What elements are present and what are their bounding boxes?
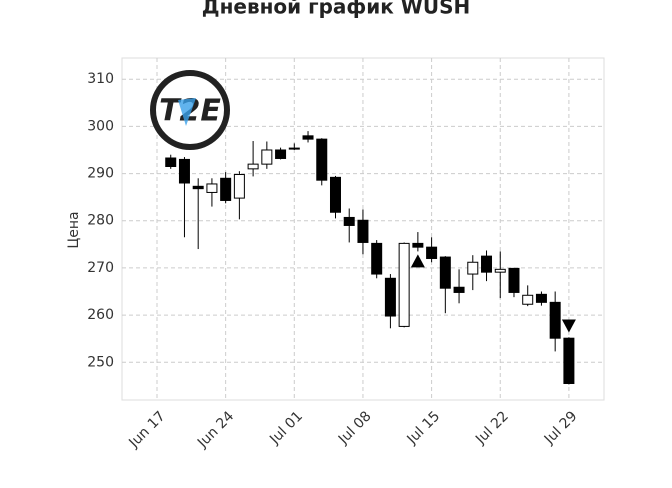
y-tick-label: 300 xyxy=(87,118,114,134)
candle-body xyxy=(439,256,451,289)
candle-body xyxy=(563,337,575,384)
y-tick-label: 280 xyxy=(87,213,114,229)
buy-marker xyxy=(410,254,425,268)
candle-body xyxy=(165,157,177,167)
x-tick-label: Jun 17 xyxy=(125,408,168,451)
y-tick-label: 260 xyxy=(87,307,114,323)
candle-body xyxy=(316,138,328,181)
x-tick-label: Jul 08 xyxy=(335,408,375,448)
y-tick-label: 250 xyxy=(87,354,114,370)
candle-body xyxy=(535,293,547,303)
candle-body xyxy=(467,261,479,275)
candle-body xyxy=(426,246,438,259)
candle-body xyxy=(357,219,369,243)
y-tick-label: 270 xyxy=(87,260,114,276)
x-tick-label: Jun 24 xyxy=(194,408,237,451)
candle-body xyxy=(261,149,273,165)
x-tick-label: Jul 01 xyxy=(266,408,306,448)
y-tick-label: 310 xyxy=(87,71,114,87)
candle-body xyxy=(302,135,314,140)
candle-body xyxy=(178,158,190,184)
candle-body xyxy=(412,242,424,248)
candle-body xyxy=(384,277,396,317)
candle-body xyxy=(247,163,259,170)
candle-body xyxy=(220,177,232,201)
candle-body xyxy=(453,286,465,293)
candle-body xyxy=(206,183,218,193)
candle-body xyxy=(522,294,534,305)
candle-body xyxy=(329,176,341,213)
x-tick-label: Jul 29 xyxy=(541,408,581,448)
logo: T2E xyxy=(150,70,230,150)
candle-body xyxy=(371,242,383,275)
candle-body xyxy=(508,267,520,293)
sell-marker xyxy=(561,319,576,333)
candle-body xyxy=(192,185,204,190)
candle-body xyxy=(288,147,300,150)
candle-body xyxy=(549,301,561,339)
candle-body xyxy=(494,268,506,273)
y-tick-label: 290 xyxy=(87,166,114,182)
y-axis-label: Цена xyxy=(66,211,82,248)
candle-body xyxy=(343,216,355,226)
x-tick-label: Jul 22 xyxy=(472,408,512,448)
chart-title: Дневной график WUSH xyxy=(202,0,471,19)
logo-accent xyxy=(178,98,196,126)
candle-body xyxy=(481,255,493,273)
candle-body xyxy=(275,149,287,159)
candle-body xyxy=(233,174,245,199)
x-tick-label: Jul 15 xyxy=(404,408,444,448)
candle-body xyxy=(398,242,410,327)
